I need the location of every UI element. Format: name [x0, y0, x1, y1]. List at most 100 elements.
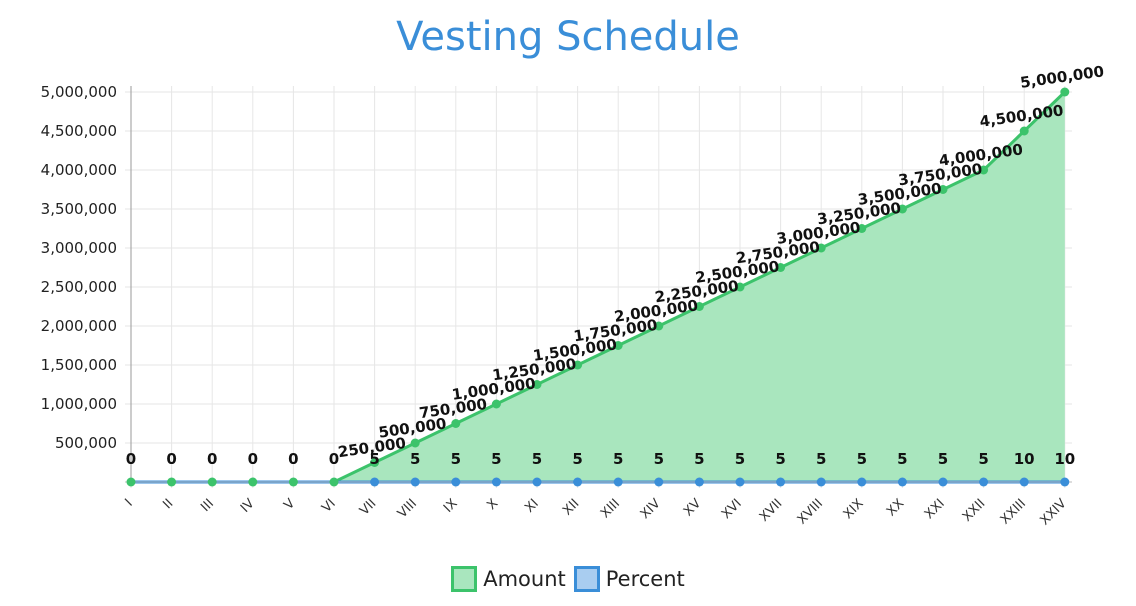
amount-point[interactable]	[613, 341, 623, 350]
percent-point[interactable]	[654, 477, 664, 487]
percent-data-label: 0	[126, 450, 136, 468]
percent-point[interactable]	[1060, 477, 1070, 487]
percent-point[interactable]	[370, 477, 380, 487]
percent-point[interactable]	[776, 477, 786, 487]
y-tick-label: 1,000,000	[41, 395, 117, 413]
x-tick-label: XX	[884, 496, 907, 519]
percent-data-label: 5	[978, 450, 988, 468]
amount-point[interactable]	[735, 282, 745, 292]
amount-point[interactable]	[207, 477, 217, 487]
percent-point[interactable]	[573, 477, 583, 487]
x-tick-label: X	[484, 496, 501, 513]
x-tick-label: III	[198, 496, 217, 515]
percent-data-label: 5	[410, 450, 420, 468]
amount-point[interactable]	[288, 477, 298, 487]
amount-point[interactable]	[938, 185, 948, 194]
amount-point[interactable]	[1060, 87, 1070, 97]
percent-point[interactable]	[694, 477, 704, 487]
x-tick-label: VIII	[395, 496, 420, 521]
legend-swatch-percent	[573, 566, 600, 592]
percent-point[interactable]	[451, 477, 461, 487]
legend-item-amount[interactable]: Amount	[451, 566, 566, 592]
amount-point[interactable]	[857, 224, 867, 233]
percent-data-label: 10	[1054, 450, 1075, 468]
percent-data-label: 10	[1014, 450, 1035, 468]
amount-point[interactable]	[410, 438, 420, 448]
y-tick-label: 2,000,000	[41, 317, 117, 335]
percent-point[interactable]	[613, 477, 623, 487]
percent-point[interactable]	[897, 477, 907, 487]
amount-point[interactable]	[532, 380, 542, 389]
x-tick-label: IX	[441, 496, 461, 516]
x-tick-label: XVI	[719, 496, 745, 522]
y-tick-label: 500,000	[55, 434, 117, 452]
percent-point[interactable]	[491, 477, 501, 487]
percent-point[interactable]	[816, 477, 826, 487]
axis-layer: 5,000,000 4,500,000 4,000,000 3,500,000 3,00…	[41, 83, 1072, 528]
percent-point[interactable]	[857, 477, 867, 487]
legend: Amount Percent	[0, 566, 1136, 592]
x-tick-label: XXII	[960, 496, 989, 525]
amount-point[interactable]	[979, 165, 989, 175]
y-tick-label: 4,000,000	[41, 161, 117, 179]
legend-label-amount: Amount	[483, 567, 566, 591]
legend-swatch-amount	[451, 566, 478, 592]
legend-label-percent: Percent	[605, 567, 685, 591]
x-tick-label: II	[160, 496, 176, 512]
y-tick-label: 3,000,000	[41, 239, 117, 257]
amount-point[interactable]	[167, 477, 177, 487]
percent-data-label: 5	[613, 450, 623, 468]
percent-point[interactable]	[938, 477, 948, 487]
y-tick-label: 5,000,000	[41, 83, 117, 101]
percent-point[interactable]	[1019, 477, 1029, 487]
percent-point[interactable]	[735, 477, 745, 487]
percent-data-label: 5	[654, 450, 664, 468]
x-tick-label: V	[281, 496, 298, 513]
amount-point[interactable]	[573, 360, 583, 370]
percent-data-label: 5	[451, 450, 461, 468]
x-tick-label: XI	[522, 496, 542, 516]
amount-point[interactable]	[694, 302, 704, 311]
amount-point[interactable]	[897, 204, 907, 214]
percent-point[interactable]	[979, 477, 989, 487]
amount-point[interactable]	[329, 477, 339, 487]
percent-point[interactable]	[410, 477, 420, 487]
x-tick-label: XXIII	[998, 496, 1029, 527]
percent-data-label: 0	[288, 450, 298, 468]
amount-area-fill	[131, 92, 1065, 482]
amount-point[interactable]	[451, 419, 461, 428]
percent-data-label: 0	[166, 450, 176, 468]
amount-data-label: 5,000,000	[1019, 62, 1105, 92]
x-tick-label: XXI	[922, 496, 948, 522]
x-tick-label: XVII	[757, 496, 786, 525]
amount-point[interactable]	[1019, 126, 1029, 136]
x-tick-label: IV	[238, 496, 258, 516]
legend-item-percent[interactable]: Percent	[573, 566, 685, 592]
amount-point[interactable]	[370, 458, 380, 467]
amount-point[interactable]	[248, 477, 258, 487]
x-tick-label: XIII	[598, 496, 623, 521]
percent-data-label: 5	[572, 450, 582, 468]
percent-data-label: 5	[897, 450, 907, 468]
amount-point[interactable]	[816, 243, 826, 253]
percent-data-label: 5	[816, 450, 826, 468]
percent-data-label: 5	[694, 450, 704, 468]
percent-data-label: 0	[207, 450, 217, 468]
x-tick-label: VII	[357, 496, 379, 518]
amount-point[interactable]	[491, 399, 501, 409]
amount-point[interactable]	[654, 321, 664, 331]
y-tick-label: 2,500,000	[41, 278, 117, 296]
y-tick-label: 4,500,000	[41, 122, 117, 140]
amount-point[interactable]	[126, 477, 136, 487]
x-tick-label: XIX	[841, 496, 867, 522]
x-tick-label: XXIV	[1037, 496, 1069, 528]
percent-point[interactable]	[532, 477, 542, 487]
y-tick-label: 3,500,000	[41, 200, 117, 218]
amount-point[interactable]	[776, 263, 786, 272]
point-layer	[126, 87, 1070, 487]
percent-data-label: 5	[857, 450, 867, 468]
percent-data-label: 5	[532, 450, 542, 468]
x-tick-label: XIV	[638, 496, 664, 522]
percent-data-label: 5	[735, 450, 745, 468]
